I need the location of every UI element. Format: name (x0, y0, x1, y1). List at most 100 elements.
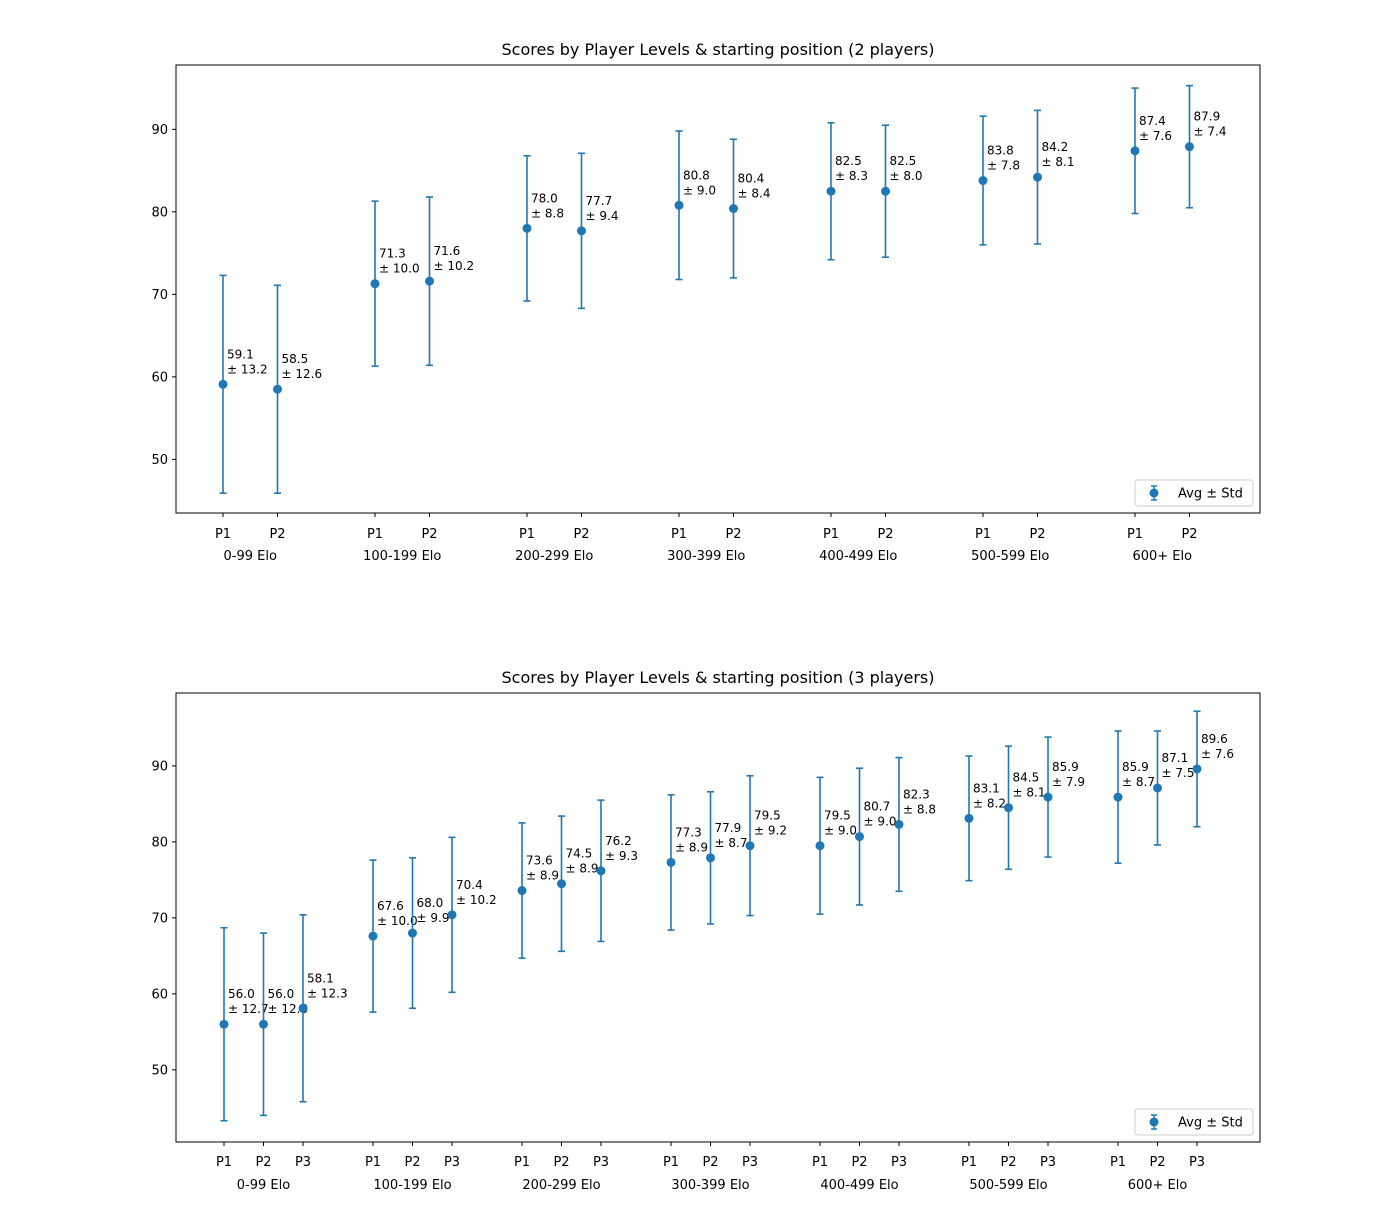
std-annotation: ± 7.9 (1052, 775, 1085, 789)
y-tick-label: 70 (151, 288, 168, 303)
std-annotation: ± 8.7 (1122, 775, 1155, 789)
x-tick-label: P3 (1189, 1155, 1205, 1170)
group-label: 200-299 Elo (515, 549, 593, 564)
mean-annotation: 58.1 (307, 971, 334, 985)
std-annotation: ± 10.2 (456, 893, 497, 907)
std-annotation: ± 12.6 (282, 367, 323, 381)
mean-point (1004, 803, 1013, 813)
mean-point (855, 832, 864, 842)
x-tick-label: P1 (1127, 527, 1143, 542)
mean-point (368, 931, 378, 941)
y-tick-label: 70 (151, 911, 168, 926)
x-tick-label: P2 (553, 1155, 569, 1170)
std-annotation: ± 7.4 (1194, 125, 1227, 139)
legend-box (1134, 1108, 1254, 1136)
x-tick-label: P1 (514, 1155, 530, 1170)
mean-point (1153, 783, 1162, 793)
mean-annotation: 85.9 (1122, 760, 1149, 774)
x-tick-label: P3 (444, 1155, 460, 1170)
std-annotation: ± 9.9 (417, 911, 450, 925)
mean-annotation: 68.0 (417, 896, 444, 910)
std-annotation: ± 7.5 (1162, 766, 1195, 780)
mean-point (425, 276, 434, 286)
x-tick-label: P2 (1029, 527, 1045, 542)
y-tick-label: 80 (151, 835, 168, 850)
legend: Avg ± Std (1134, 1108, 1254, 1136)
y-tick-label: 60 (151, 987, 168, 1002)
mean-point (1192, 764, 1202, 774)
mean-point (218, 379, 228, 389)
chart-title: Scores by Player Levels & starting posit… (502, 40, 935, 59)
x-tick-label: P2 (877, 527, 893, 542)
std-annotation: ± 10.2 (434, 259, 475, 273)
mean-annotation: 84.2 (1042, 140, 1069, 154)
plot-area-frame (175, 692, 1261, 1143)
mean-point (370, 279, 380, 289)
mean-annotation: 71.3 (379, 247, 406, 261)
std-annotation: ± 8.4 (738, 187, 771, 201)
x-tick-label: P2 (1149, 1155, 1165, 1170)
mean-point (706, 853, 715, 863)
std-annotation: ± 12.7 (228, 1002, 269, 1016)
std-annotation: ± 13.2 (227, 362, 268, 376)
x-tick-label: P2 (851, 1155, 867, 1170)
std-annotation: ± 9.0 (683, 183, 716, 197)
x-tick-label: P2 (573, 527, 589, 542)
mean-point (894, 819, 904, 829)
mean-annotation: 87.1 (1162, 751, 1189, 765)
x-tick-label: P3 (1040, 1155, 1056, 1170)
mean-annotation: 76.2 (605, 834, 632, 848)
mean-annotation: 67.6 (377, 899, 404, 913)
mean-point (408, 928, 417, 938)
std-annotation: ± 8.1 (1042, 155, 1075, 169)
group-label: 200-299 Elo (522, 1178, 600, 1193)
x-tick-label: P2 (1181, 527, 1197, 542)
group-label: 500-599 Elo (971, 549, 1049, 564)
mean-point (826, 186, 836, 196)
std-annotation: ± 8.1 (1013, 786, 1046, 800)
mean-annotation: 82.5 (890, 154, 917, 168)
mean-annotation: 59.1 (227, 347, 254, 361)
mean-point (729, 204, 738, 214)
legend-label: Avg ± Std (1178, 1116, 1243, 1131)
legend-marker (1149, 488, 1159, 498)
group-label: 300-399 Elo (671, 1178, 749, 1193)
plot-area-frame (175, 64, 1261, 514)
y-tick-label: 50 (151, 453, 168, 468)
std-annotation: ± 8.9 (526, 869, 559, 883)
mean-point (219, 1019, 229, 1029)
std-annotation: ± 8.9 (675, 840, 708, 854)
x-tick-label: P1 (823, 527, 839, 542)
mean-point (1033, 172, 1042, 182)
mean-annotation: 77.7 (586, 194, 613, 208)
mean-annotation: 80.4 (738, 172, 765, 186)
std-annotation: ± 8.3 (835, 169, 868, 183)
y-tick-label: 80 (151, 205, 168, 220)
std-annotation: ± 7.6 (1201, 747, 1234, 761)
group-label: 0-99 Elo (224, 549, 277, 564)
mean-annotation: 80.7 (864, 800, 891, 814)
x-tick-label: P1 (671, 527, 687, 542)
mean-annotation: 56.0 (228, 987, 255, 1001)
chart-title: Scores by Player Levels & starting posit… (502, 668, 935, 687)
mean-annotation: 83.8 (987, 144, 1014, 158)
group-label: 400-499 Elo (820, 1178, 898, 1193)
mean-point (674, 200, 684, 210)
x-tick-label: P2 (725, 527, 741, 542)
std-annotation: ± 7.8 (987, 159, 1020, 173)
x-tick-label: P2 (421, 527, 437, 542)
x-tick-label: P1 (961, 1155, 977, 1170)
std-annotation: ± 9.3 (605, 849, 638, 863)
mean-annotation: 79.5 (754, 809, 781, 823)
std-annotation: ± 9.4 (586, 209, 619, 223)
group-label: 400-499 Elo (819, 549, 897, 564)
chart-2: Scores by Player Levels & starting posit… (151, 668, 1261, 1193)
std-annotation: ± 9.2 (754, 824, 787, 838)
mean-annotation: 89.6 (1201, 732, 1228, 746)
std-annotation: ± 8.8 (531, 206, 564, 220)
std-annotation: ± 8.9 (566, 862, 599, 876)
legend: Avg ± Std (1134, 479, 1254, 507)
mean-annotation: 58.5 (282, 352, 309, 366)
mean-annotation: 74.5 (566, 847, 593, 861)
std-annotation: ± 9.0 (864, 815, 897, 829)
